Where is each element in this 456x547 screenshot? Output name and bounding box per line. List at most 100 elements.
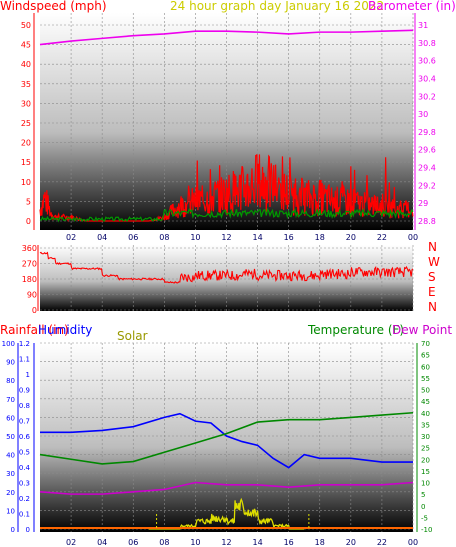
x-tick-label: 08 [159, 538, 169, 547]
rain-y-tick: 80 [6, 377, 15, 385]
humidity-y-tick: 0.3 [19, 480, 30, 488]
humidity-y-tick: 0.8 [19, 402, 30, 410]
x-tick-label: 18 [315, 538, 325, 547]
baro-y-tick: 29.2 [418, 181, 436, 190]
x-tick-label: 00 [408, 233, 418, 242]
rain-y-tick: 10 [6, 507, 15, 515]
x-tick-label: 12 [221, 538, 231, 547]
wind-y-tick: 50 [21, 21, 31, 30]
humidity-y-tick: 0.5 [19, 449, 30, 457]
humidity-axis-label: Humidity [38, 323, 92, 337]
x-tick-label: 22 [377, 538, 387, 547]
baro-y-tick: 29 [418, 199, 428, 208]
temp-y-tick: 55 [421, 375, 430, 383]
temp-y-tick: -10 [421, 526, 432, 534]
chart-title: 24 hour graph day January 16 2022 [170, 0, 384, 13]
x-tick-label: 18 [315, 233, 325, 242]
direction-y-tick: 360 [22, 244, 37, 253]
rain-temp-grid [40, 342, 414, 532]
baro-y-tick: 29.8 [418, 128, 436, 137]
rain-y-tick: 30 [6, 470, 15, 478]
baro-y-tick: 30 [418, 110, 428, 119]
humidity-y-tick: 0.4 [19, 464, 31, 472]
x-tick-label: 10 [190, 233, 200, 242]
baro-y-tick: 30.4 [418, 74, 436, 83]
baro-y-tick: 28.8 [418, 217, 436, 226]
wind-y-tick: 40 [21, 60, 31, 69]
solar-axis-label: Solar [117, 329, 148, 343]
x-tick-label: 10 [190, 538, 200, 547]
humidity-y-tick: 0 [26, 526, 30, 534]
direction-letter: N [428, 240, 437, 254]
x-tick-label: 04 [97, 233, 107, 242]
rain-y-tick: 60 [6, 414, 15, 422]
x-tick-label: 06 [128, 538, 138, 547]
x-tick-label: 14 [252, 233, 262, 242]
baro-y-tick: 30.2 [418, 92, 436, 101]
x-tick-label: 04 [97, 538, 107, 547]
humidity-y-tick: 0.2 [19, 495, 30, 503]
rain-y-tick: 40 [6, 452, 15, 460]
baro-y-tick: 30.8 [418, 39, 436, 48]
baro-y-tick: 30.6 [418, 57, 436, 66]
wind-y-tick: 45 [21, 41, 31, 50]
direction-y-tick: 90 [27, 291, 37, 300]
temp-y-tick: 45 [421, 398, 430, 406]
x-tick-label: 22 [377, 233, 387, 242]
windspeed-series [39, 154, 414, 223]
wind-y-tick: 15 [21, 158, 31, 167]
x-tick-label: 16 [284, 538, 294, 547]
wind-y-tick: 5 [26, 197, 31, 206]
wind-y-tick: 10 [21, 178, 31, 187]
rain-y-tick: 50 [6, 433, 15, 441]
x-tick-label: 20 [346, 538, 356, 547]
dewpoint-series [39, 481, 414, 495]
wind-y-tick: 0 [26, 217, 31, 226]
humidity-y-tick: 1.1 [19, 356, 30, 364]
temp-y-tick: 10 [421, 480, 430, 488]
temp-y-tick: 40 [421, 410, 430, 418]
barometer-axis-label: Barometer (in) [368, 0, 456, 13]
temp-y-tick: 60 [421, 363, 430, 371]
direction-letter: W [428, 255, 440, 269]
direction-series [39, 251, 414, 284]
temp-y-tick: 50 [421, 387, 430, 395]
wind-y-tick: 25 [21, 119, 31, 128]
rain-y-tick: 0 [11, 526, 15, 534]
baro-y-tick: 31 [418, 21, 428, 30]
x-tick-label: 20 [346, 233, 356, 242]
baro-y-tick: 29.6 [418, 146, 436, 155]
humidity-y-tick: 0.9 [19, 387, 30, 395]
dewpoint-axis-label: Dew Point (F) [392, 323, 456, 337]
rainfall-axis-label: Rainfall (in) [0, 323, 69, 337]
humidity-y-tick: 0.6 [19, 433, 31, 441]
wind-y-tick: 20 [21, 139, 31, 148]
rain-y-tick: 20 [6, 489, 15, 497]
x-tick-label: 00 [408, 538, 418, 547]
wind-y-tick: 35 [21, 80, 31, 89]
direction-letter: N [428, 300, 437, 314]
rain-y-tick: 90 [6, 359, 15, 367]
wind-y-tick: 30 [21, 99, 31, 108]
humidity-y-tick: 1 [26, 371, 30, 379]
gust-series [39, 207, 414, 223]
temp-y-tick: 65 [421, 352, 430, 360]
x-tick-label: 14 [252, 538, 262, 547]
humidity-series [40, 412, 413, 469]
temp-y-tick: 30 [421, 433, 430, 441]
temp-y-tick: 35 [421, 421, 430, 429]
direction-y-tick: 270 [22, 260, 37, 269]
temp-y-tick: 70 [421, 340, 430, 348]
rain-y-tick: 100 [2, 340, 15, 348]
x-tick-label: 12 [221, 233, 231, 242]
temperature-series [39, 411, 414, 465]
temp-y-tick: 20 [421, 456, 430, 464]
temp-y-tick: 0 [421, 503, 425, 511]
x-tick-label: 08 [159, 233, 169, 242]
windspeed-axis-label: Windspeed (mph) [0, 0, 107, 13]
direction-letter: E [428, 285, 436, 299]
temp-y-tick: -5 [421, 514, 428, 522]
